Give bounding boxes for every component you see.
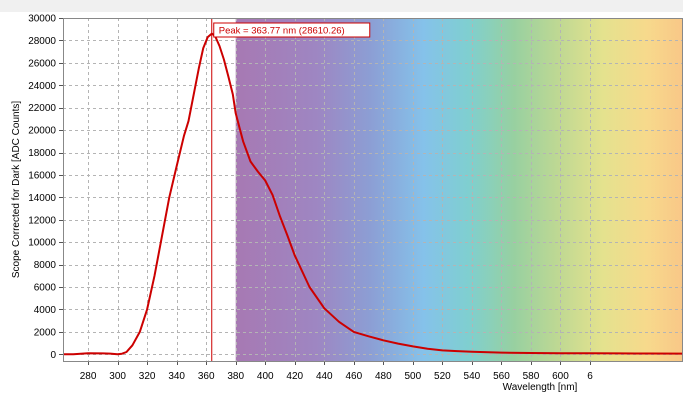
window-top-strip [0,0,683,12]
peak-annotation-group: Peak = 363.77 nm (28610.26) [211,18,371,361]
x-tick-label: 360 [198,371,215,382]
y-tick-label: 6000 [34,283,57,294]
y-tick-label: 24000 [28,81,56,92]
x-tick-label: 520 [434,371,451,382]
x-tick-label: 460 [345,371,362,382]
x-tick-label: 480 [375,371,392,382]
y-tick-label: 14000 [28,193,56,204]
x-tick-label: 420 [286,371,303,382]
y-tick-label: 16000 [28,170,56,181]
x-tick-label: 6 [587,371,593,382]
x-tick-labels: 280 300 320 340 360 380 400 420 440 460 480 500 520 5… [80,361,593,382]
x-tick-label: 600 [552,371,569,382]
y-tick-label: 18000 [28,148,56,159]
x-tick-label: 300 [109,371,126,382]
x-axis-label: Wavelength [nm] [503,382,578,393]
y-tick-label: 30000 [28,14,56,25]
x-tick-label: 440 [316,371,333,382]
x-tick-label: 340 [168,371,185,382]
y-tick-label: 22000 [28,103,56,114]
visible-spectrum-band [235,18,683,361]
x-tick-label: 380 [227,371,244,382]
y-tick-label: 10000 [28,238,56,249]
x-tick-label: 280 [80,371,97,382]
y-tick-label: 28000 [28,36,56,47]
y-tick-label: 26000 [28,58,56,69]
x-tick-label: 320 [139,371,156,382]
y-tick-label: 12000 [28,215,56,226]
series-group [63,32,683,356]
grid-lines [63,18,683,361]
x-tick-label: 400 [257,371,274,382]
y-tick-labels: 0 2000 4000 6000 8000 10000 12000 14000 16000 180… [28,14,63,361]
x-tick-label: 580 [523,371,540,382]
y-tick-label: 4000 [34,305,57,316]
x-tick-label: 560 [493,371,510,382]
x-tick-label: 500 [405,371,422,382]
peak-label-text: Peak = 363.77 nm (28610.26) [219,26,345,37]
y-tick-label: 20000 [28,126,56,137]
y-axis-label: Scope Corrected for Dark [ADC Counts] [11,101,22,279]
y-tick-label: 0 [50,350,56,361]
y-tick-label: 2000 [34,327,57,338]
x-tick-label: 540 [464,371,481,382]
y-tick-label: 8000 [34,260,57,271]
series-line [63,32,683,356]
peak-label-box [213,22,371,38]
